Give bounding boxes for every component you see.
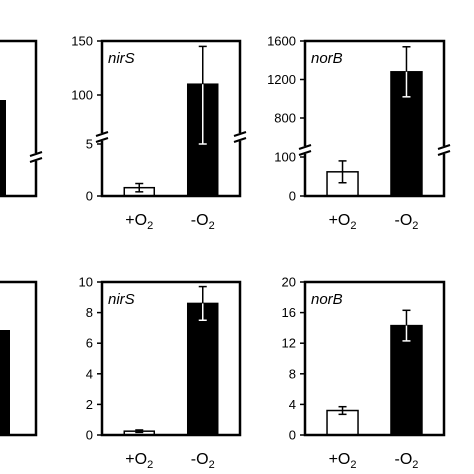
axis-break-mark bbox=[95, 137, 109, 143]
axis-break-gap bbox=[30, 153, 42, 161]
axis-break-mark bbox=[95, 131, 109, 137]
chart-panel-partial bbox=[0, 280, 38, 437]
chart-panel: 0 2 4 6 8 10 nirS +O2 -O2 bbox=[79, 275, 242, 471]
y-tick-label: 8 bbox=[289, 366, 296, 381]
y-tick-label: 5 bbox=[86, 137, 93, 152]
gene-label: norB bbox=[311, 291, 343, 308]
axis-break-mark bbox=[298, 150, 312, 156]
y-tick-label: 0 bbox=[289, 189, 296, 204]
x-category-label: -O2 bbox=[191, 212, 215, 232]
chart-panel: 0 100 800 1200 1600 norB +O2 -O2 bbox=[267, 34, 451, 232]
chart-panel-partial bbox=[0, 39, 43, 198]
axis-break-gap bbox=[299, 146, 311, 154]
y-tick-label: 100 bbox=[71, 88, 93, 103]
axis-break-mark bbox=[437, 144, 451, 150]
x-category-label: -O2 bbox=[191, 451, 215, 471]
axis-break-mark bbox=[233, 137, 247, 143]
axis-break-mark bbox=[437, 150, 451, 156]
y-tick-label: 100 bbox=[274, 150, 296, 165]
axis-break-mark bbox=[29, 157, 43, 163]
plot-frame bbox=[100, 39, 242, 198]
gene-label: nirS bbox=[108, 291, 135, 308]
y-tick-label: 6 bbox=[86, 336, 93, 351]
y-tick-label: 1600 bbox=[267, 34, 296, 49]
y-tick-label: 20 bbox=[282, 275, 296, 290]
y-tick-label: 150 bbox=[71, 34, 93, 49]
y-tick-label: 4 bbox=[86, 366, 93, 381]
bar-minus-o2 bbox=[390, 324, 423, 436]
axis-break-gap bbox=[96, 133, 108, 141]
plot-frame bbox=[100, 280, 242, 437]
x-category-label: -O2 bbox=[395, 451, 419, 471]
y-tick-label: 2 bbox=[86, 397, 93, 412]
x-category-label: +O2 bbox=[125, 212, 153, 232]
plot-frame bbox=[303, 39, 446, 198]
y-tick-label: 1200 bbox=[267, 72, 296, 87]
x-category-label: +O2 bbox=[329, 212, 357, 232]
x-category-label: +O2 bbox=[329, 451, 357, 471]
y-tick-label: 10 bbox=[79, 275, 93, 290]
y-tick-label: 0 bbox=[86, 189, 93, 204]
x-category-label: -O2 bbox=[395, 212, 419, 232]
chart-panel: 0 4 8 12 16 20 norB +O2 -O2 bbox=[282, 275, 446, 471]
y-tick-label: 4 bbox=[289, 397, 296, 412]
y-tick-label: 16 bbox=[282, 305, 296, 320]
gene-label: nirS bbox=[108, 50, 135, 67]
x-category-label: +O2 bbox=[125, 451, 153, 471]
axis-break-mark bbox=[233, 131, 247, 137]
axis-break-mark bbox=[298, 144, 312, 150]
chart-panel: 0 5 100 150 nirS +O2 -O2 bbox=[71, 34, 247, 232]
y-tick-label: 12 bbox=[282, 336, 296, 351]
y-tick-label: 0 bbox=[289, 428, 296, 443]
y-tick-label: 800 bbox=[274, 111, 296, 126]
y-tick-label: 0 bbox=[86, 428, 93, 443]
bar bbox=[0, 100, 6, 196]
bar bbox=[0, 330, 10, 435]
plot-frame bbox=[0, 39, 38, 198]
plot-frame bbox=[303, 280, 446, 437]
y-tick-label: 8 bbox=[86, 305, 93, 320]
gene-label: norB bbox=[311, 50, 343, 67]
bar-minus-o2 bbox=[186, 302, 219, 436]
axis-break-mark bbox=[29, 151, 43, 157]
axis-break-gap bbox=[234, 133, 246, 141]
axis-break-gap bbox=[438, 146, 450, 154]
